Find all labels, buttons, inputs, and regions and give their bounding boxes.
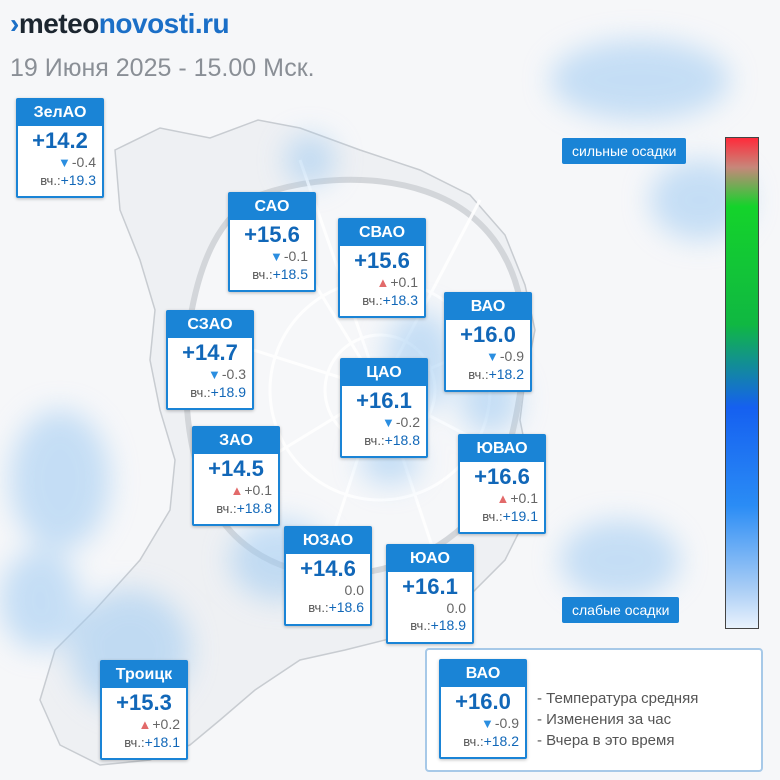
legend-light-label: слабые осадки xyxy=(562,597,680,623)
card-legend: ВАО +16.0 ▼-0.9 вч.:+18.2 - Температура … xyxy=(425,648,763,772)
district-yesterday: вч.:+18.8 xyxy=(216,500,272,516)
district-temp: +14.7 xyxy=(182,340,238,365)
district-yesterday: вч.:+18.2 xyxy=(468,366,524,382)
district-delta: ▼-0.3 xyxy=(208,366,246,382)
date-title: 19 Июня 2025 - 15.00 Мск. xyxy=(10,54,315,82)
district-card-zelao: ЗелАО +14.2 ▼-0.4 вч.:+19.3 xyxy=(16,98,104,198)
legend-change-explanation: - Изменения за час xyxy=(537,711,672,728)
trend-down-icon: ▼ xyxy=(382,415,395,430)
district-card-sao: САО +15.6 ▼-0.1 вч.:+18.5 xyxy=(228,192,316,292)
district-yesterday: вч.:+18.6 xyxy=(308,599,364,615)
district-temp: +16.1 xyxy=(356,388,412,413)
district-delta: ▼-0.1 xyxy=(270,248,308,264)
district-yesterday: вч.:+18.9 xyxy=(190,384,246,400)
district-temp: +16.0 xyxy=(455,689,511,714)
district-name: САО xyxy=(230,194,314,220)
district-delta: ▼-0.9 xyxy=(481,715,519,731)
district-card-yuao: ЮАО +16.1 0.0 вч.:+18.9 xyxy=(386,544,474,644)
site-logo[interactable]: ›meteonovosti.ru xyxy=(10,8,230,40)
district-temp: +15.3 xyxy=(116,690,172,715)
district-delta: ▼-0.2 xyxy=(382,414,420,430)
district-card-zao: ЗАО +14.5 ▲+0.1 вч.:+18.8 xyxy=(192,426,280,526)
district-delta: ▲+0.1 xyxy=(376,274,418,290)
trend-down-icon: ▼ xyxy=(481,716,494,731)
district-temp: +14.2 xyxy=(32,128,88,153)
district-card-troitsk: Троицк +15.3 ▲+0.2 вч.:+18.1 xyxy=(100,660,188,760)
district-name: ЗАО xyxy=(194,428,278,454)
district-delta: ▲+0.1 xyxy=(496,490,538,506)
district-temp: +14.6 xyxy=(300,556,356,581)
district-name: ЗелАО xyxy=(18,100,102,126)
logo-suffix: novosti.ru xyxy=(98,8,230,39)
district-delta: ▼-0.4 xyxy=(58,154,96,170)
trend-up-icon: ▲ xyxy=(376,275,390,290)
logo-mark-icon: › xyxy=(10,8,19,39)
district-name: СЗАО xyxy=(168,312,252,338)
district-card-yuzao: ЮЗАО +14.6 0.0 вч.:+18.6 xyxy=(284,526,372,626)
district-temp: +15.6 xyxy=(244,222,300,247)
district-card-yuvao: ЮВАО +16.6 ▲+0.1 вч.:+19.1 xyxy=(458,434,546,534)
district-card-cao: ЦАО +16.1 ▼-0.2 вч.:+18.8 xyxy=(340,358,428,458)
district-delta: 0.0 xyxy=(446,600,466,616)
trend-down-icon: ▼ xyxy=(486,349,499,364)
district-name: ЦАО xyxy=(342,360,426,386)
district-temp: +16.0 xyxy=(460,322,516,347)
district-name: ЮЗАО xyxy=(286,528,370,554)
district-delta: ▲+0.2 xyxy=(138,716,180,732)
district-yesterday: вч.:+19.1 xyxy=(482,508,538,524)
district-name: ВАО xyxy=(446,294,530,320)
district-delta: ▼-0.9 xyxy=(486,348,524,364)
district-card-vao: ВАО +16.0 ▼-0.9 вч.:+18.2 xyxy=(444,292,532,392)
precipitation-scale xyxy=(725,137,759,629)
district-card-szao: СЗАО +14.7 ▼-0.3 вч.:+18.9 xyxy=(166,310,254,410)
legend-temp-explanation: - Температура средняя xyxy=(537,690,699,707)
trend-up-icon: ▲ xyxy=(496,491,510,506)
district-temp: +16.6 xyxy=(474,464,530,489)
district-yesterday: вч.:+18.8 xyxy=(364,432,420,448)
district-name: Троицк xyxy=(102,662,186,688)
district-temp: +14.5 xyxy=(208,456,264,481)
legend-heavy-label: сильные осадки xyxy=(562,138,687,164)
district-name: ЮВАО xyxy=(460,436,544,462)
trend-up-icon: ▲ xyxy=(138,717,152,732)
legend-example-card: ВАО +16.0 ▼-0.9 вч.:+18.2 xyxy=(439,659,527,759)
trend-down-icon: ▼ xyxy=(270,249,283,264)
district-yesterday: вч.:+18.2 xyxy=(463,733,519,749)
district-yesterday: вч.:+18.1 xyxy=(124,734,180,750)
district-name: СВАО xyxy=(340,220,424,246)
district-delta: ▲+0.1 xyxy=(230,482,272,498)
trend-down-icon: ▼ xyxy=(208,367,221,382)
trend-down-icon: ▼ xyxy=(58,155,71,170)
district-yesterday: вч.:+18.3 xyxy=(362,292,418,308)
trend-up-icon: ▲ xyxy=(230,483,244,498)
district-yesterday: вч.:+18.9 xyxy=(410,617,466,633)
legend-explanations: - Температура средняя - Изменения за час… xyxy=(537,688,698,751)
district-yesterday: вч.:+18.5 xyxy=(252,266,308,282)
legend-yesterday-explanation: - Вчера в это время xyxy=(537,732,675,749)
district-name: ЮАО xyxy=(388,546,472,572)
district-delta: 0.0 xyxy=(344,582,364,598)
district-temp: +16.1 xyxy=(402,574,458,599)
district-name: ВАО xyxy=(441,661,525,687)
district-temp: +15.6 xyxy=(354,248,410,273)
district-yesterday: вч.:+19.3 xyxy=(40,172,96,188)
logo-prefix: meteo xyxy=(18,8,99,39)
district-card-svao: СВАО +15.6 ▲+0.1 вч.:+18.3 xyxy=(338,218,426,318)
